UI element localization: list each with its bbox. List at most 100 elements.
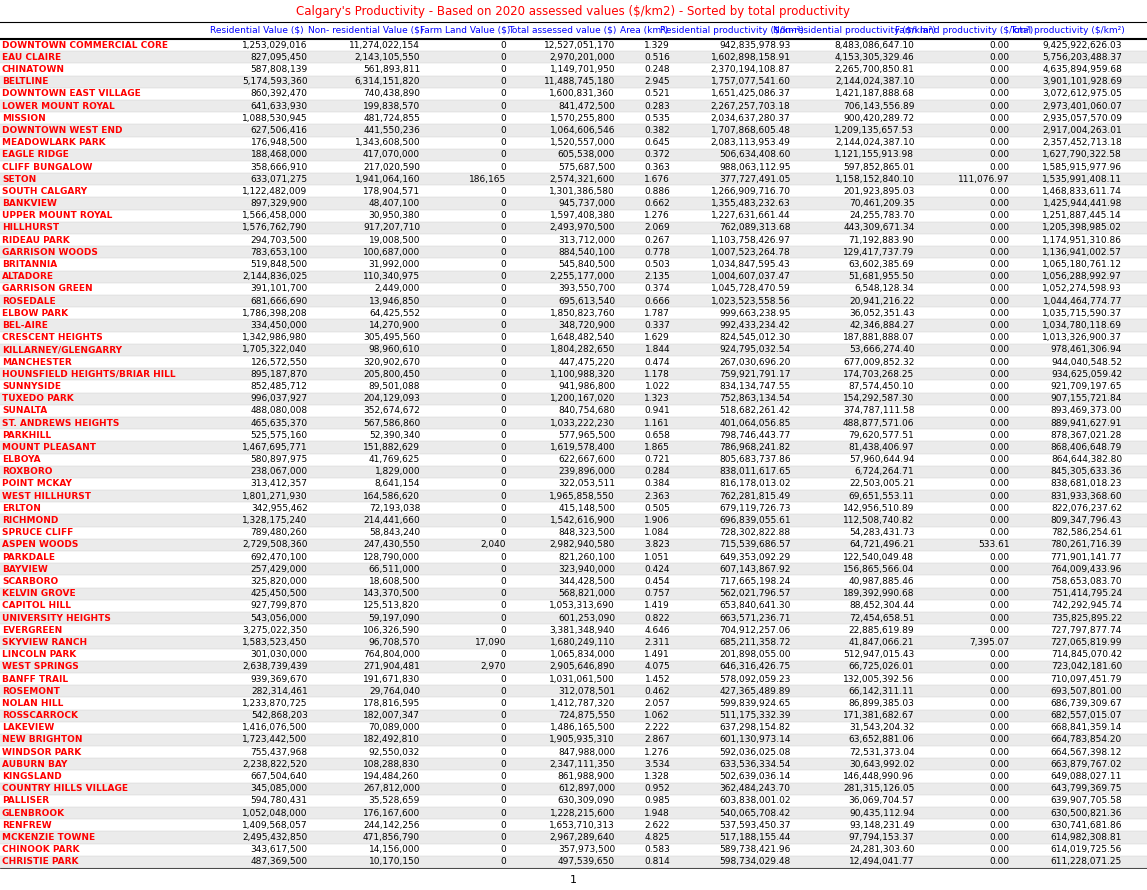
Text: 0.454: 0.454 bbox=[645, 577, 670, 586]
Text: 755,437,968: 755,437,968 bbox=[250, 748, 307, 756]
Bar bbox=[0, 636, 1147, 649]
Text: 72,193,038: 72,193,038 bbox=[368, 504, 420, 513]
Text: 2.135: 2.135 bbox=[645, 272, 670, 281]
Text: 1,965,858,550: 1,965,858,550 bbox=[549, 491, 615, 501]
Text: 0.00: 0.00 bbox=[990, 407, 1009, 416]
Text: 601,253,090: 601,253,090 bbox=[557, 613, 615, 623]
Text: 1,723,442,500: 1,723,442,500 bbox=[242, 735, 307, 745]
Text: 201,898,055.00: 201,898,055.00 bbox=[719, 651, 790, 659]
Text: 2,935,057,570.09: 2,935,057,570.09 bbox=[1043, 114, 1122, 123]
Text: SUNALTA: SUNALTA bbox=[2, 407, 47, 416]
Text: 22,503,005.21: 22,503,005.21 bbox=[849, 480, 914, 489]
Text: 1,801,271,930: 1,801,271,930 bbox=[242, 491, 307, 501]
Text: 2,040: 2,040 bbox=[481, 540, 506, 549]
Text: 679,119,726.73: 679,119,726.73 bbox=[719, 504, 790, 513]
Text: 864,644,382.80: 864,644,382.80 bbox=[1051, 455, 1122, 464]
Text: ROSEDALE: ROSEDALE bbox=[2, 296, 55, 305]
Text: EVERGREEN: EVERGREEN bbox=[2, 626, 62, 635]
Text: 2.069: 2.069 bbox=[645, 223, 670, 232]
Text: 735,825,895.22: 735,825,895.22 bbox=[1051, 613, 1122, 623]
Text: 1,355,483,232.63: 1,355,483,232.63 bbox=[711, 199, 790, 208]
Text: 587,808,139: 587,808,139 bbox=[250, 65, 307, 74]
Text: 2,034,637,280.37: 2,034,637,280.37 bbox=[711, 114, 790, 123]
Text: 93,148,231.49: 93,148,231.49 bbox=[849, 821, 914, 829]
Text: 575,687,500: 575,687,500 bbox=[557, 163, 615, 172]
Text: 377,727,491.05: 377,727,491.05 bbox=[719, 174, 790, 183]
Text: 0: 0 bbox=[500, 369, 506, 379]
Text: 0: 0 bbox=[500, 784, 506, 793]
Text: 599,839,924.65: 599,839,924.65 bbox=[719, 699, 790, 708]
Text: 18,608,500: 18,608,500 bbox=[368, 577, 420, 586]
Text: 533.61: 533.61 bbox=[978, 540, 1009, 549]
Text: 1.948: 1.948 bbox=[645, 809, 670, 818]
Text: 30,643,992.02: 30,643,992.02 bbox=[849, 760, 914, 769]
Text: 417,070,000: 417,070,000 bbox=[362, 150, 420, 159]
Text: 1,121,155,913.98: 1,121,155,913.98 bbox=[835, 150, 914, 159]
Text: 70,089,000: 70,089,000 bbox=[368, 724, 420, 732]
Text: 0.474: 0.474 bbox=[645, 358, 670, 367]
Text: 537,593,450.37: 537,593,450.37 bbox=[719, 821, 790, 829]
Text: 1,266,909,716.70: 1,266,909,716.70 bbox=[711, 187, 790, 196]
Bar bbox=[0, 271, 1147, 283]
Text: MISSION: MISSION bbox=[2, 114, 46, 123]
Text: 0: 0 bbox=[500, 163, 506, 172]
Text: 525,575,160: 525,575,160 bbox=[250, 431, 307, 440]
Text: 35,528,659: 35,528,659 bbox=[368, 797, 420, 805]
Text: 176,948,500: 176,948,500 bbox=[250, 138, 307, 147]
Text: 5,756,203,488.37: 5,756,203,488.37 bbox=[1043, 53, 1122, 61]
Text: 12,527,051,170: 12,527,051,170 bbox=[544, 41, 615, 50]
Text: 0.283: 0.283 bbox=[645, 101, 670, 110]
Text: 1,200,167,020: 1,200,167,020 bbox=[549, 394, 615, 403]
Text: 0.00: 0.00 bbox=[990, 760, 1009, 769]
Text: 2,905,646,890: 2,905,646,890 bbox=[549, 662, 615, 671]
Text: 343,617,500: 343,617,500 bbox=[250, 846, 307, 854]
Text: 0.00: 0.00 bbox=[990, 247, 1009, 257]
Text: 301,030,000: 301,030,000 bbox=[250, 651, 307, 659]
Text: 2,970: 2,970 bbox=[481, 662, 506, 671]
Text: 323,940,000: 323,940,000 bbox=[559, 565, 615, 574]
Text: BANFF TRAIL: BANFF TRAIL bbox=[2, 675, 68, 684]
Text: 2,982,940,580: 2,982,940,580 bbox=[549, 540, 615, 549]
Text: 178,816,595: 178,816,595 bbox=[362, 699, 420, 708]
Text: 357,973,500: 357,973,500 bbox=[557, 846, 615, 854]
Text: 125,513,820: 125,513,820 bbox=[364, 602, 420, 611]
Text: 840,754,680: 840,754,680 bbox=[559, 407, 615, 416]
Text: 2,638,739,439: 2,638,739,439 bbox=[242, 662, 307, 671]
Text: 362,484,243.70: 362,484,243.70 bbox=[719, 784, 790, 793]
Text: Non-residential productivity ($/km²): Non-residential productivity ($/km²) bbox=[773, 26, 936, 35]
Text: 0.248: 0.248 bbox=[645, 65, 670, 74]
Text: PALLISER: PALLISER bbox=[2, 797, 49, 805]
Text: 0: 0 bbox=[500, 797, 506, 805]
Text: 988,063,112.95: 988,063,112.95 bbox=[719, 163, 790, 172]
Text: AUBURN BAY: AUBURN BAY bbox=[2, 760, 68, 769]
Text: 9,425,922,626.03: 9,425,922,626.03 bbox=[1043, 41, 1122, 50]
Text: 0.00: 0.00 bbox=[990, 138, 1009, 147]
Text: 4.646: 4.646 bbox=[645, 626, 670, 635]
Text: 1,209,135,657.53: 1,209,135,657.53 bbox=[835, 125, 914, 135]
Text: 0: 0 bbox=[500, 699, 506, 708]
Text: 0.00: 0.00 bbox=[990, 199, 1009, 208]
Text: 0.00: 0.00 bbox=[990, 833, 1009, 842]
Text: 607,143,867.92: 607,143,867.92 bbox=[719, 565, 790, 574]
Text: 889,941,627.91: 889,941,627.91 bbox=[1051, 418, 1122, 427]
Text: ELBOW PARK: ELBOW PARK bbox=[2, 309, 68, 318]
Text: SKYVIEW RANCH: SKYVIEW RANCH bbox=[2, 638, 87, 647]
Text: 51,681,955.50: 51,681,955.50 bbox=[849, 272, 914, 281]
Text: 59,197,090: 59,197,090 bbox=[368, 613, 420, 623]
Text: 0.00: 0.00 bbox=[990, 211, 1009, 220]
Text: 48,407,100: 48,407,100 bbox=[369, 199, 420, 208]
Text: 1.062: 1.062 bbox=[645, 711, 670, 720]
Text: 2,143,105,550: 2,143,105,550 bbox=[354, 53, 420, 61]
Text: 838,011,617.65: 838,011,617.65 bbox=[719, 467, 790, 476]
Text: 1,031,061,500: 1,031,061,500 bbox=[549, 675, 615, 684]
Text: NEW BRIGHTON: NEW BRIGHTON bbox=[2, 735, 83, 745]
Bar bbox=[0, 295, 1147, 307]
Text: 0.00: 0.00 bbox=[990, 150, 1009, 159]
Text: 267,030,696.20: 267,030,696.20 bbox=[719, 358, 790, 367]
Text: 597,852,865.01: 597,852,865.01 bbox=[843, 163, 914, 172]
Text: 0.462: 0.462 bbox=[645, 687, 670, 696]
Text: 589,738,421.96: 589,738,421.96 bbox=[719, 846, 790, 854]
Text: 201,923,895.03: 201,923,895.03 bbox=[843, 187, 914, 196]
Text: 0: 0 bbox=[500, 565, 506, 574]
Text: SCARBORO: SCARBORO bbox=[2, 577, 58, 586]
